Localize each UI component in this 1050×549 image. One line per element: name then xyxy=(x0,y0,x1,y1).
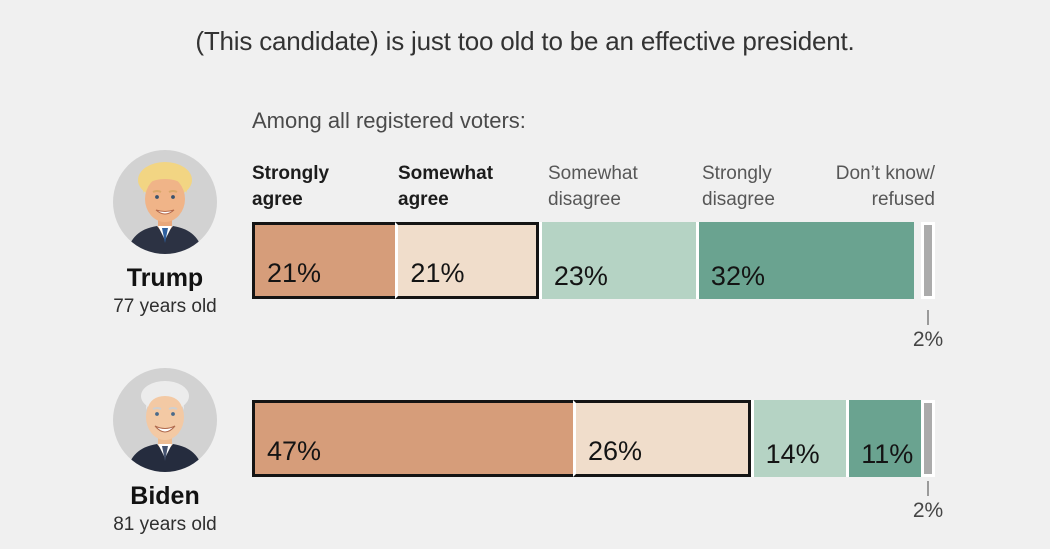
biden-segment-somewhat-disagree: 14% xyxy=(750,400,847,477)
header-dont-know-refused: Don’t know/ refused xyxy=(836,161,935,214)
segment-value-label: 21% xyxy=(410,258,465,288)
trump-avatar xyxy=(113,150,217,254)
biden-bar: 47% 26% 14% 11% xyxy=(252,400,935,477)
header-line: Strongly xyxy=(702,162,772,184)
header-line: Somewhat xyxy=(398,162,494,184)
trump-segment-somewhat-disagree: 23% xyxy=(538,222,696,299)
trump-segment-strongly-disagree: 32% xyxy=(695,222,915,299)
header-line: Don’t know/ xyxy=(835,162,935,184)
header-strongly-disagree: Strongly disagree xyxy=(702,161,775,214)
candidate-age: 77 years old xyxy=(113,296,217,317)
segment-value-label: 11% xyxy=(861,439,914,469)
header-strongly-agree: Strongly agree xyxy=(252,161,329,214)
segment-value-label: 14% xyxy=(765,439,820,469)
category-headers: Strongly agree Somewhat agree Somewhat d… xyxy=(252,156,935,218)
header-line: agree xyxy=(252,189,303,211)
tick-mark xyxy=(927,310,929,325)
header-line: Strongly xyxy=(252,162,330,184)
refused-value-label: 2% xyxy=(912,499,944,522)
biden-segment-dont-know-refused xyxy=(921,400,935,477)
tick-mark xyxy=(927,481,929,496)
refused-value-label: 2% xyxy=(912,328,944,351)
trump-segment-strongly-agree: 21% xyxy=(252,222,396,299)
trump-segment-somewhat-agree: 21% xyxy=(395,222,539,299)
trump-bar: 21% 21% 23% 32% xyxy=(252,222,935,299)
segment-value-label: 26% xyxy=(588,436,643,466)
segment-value-label: 47% xyxy=(267,436,322,466)
candidate-name: Trump xyxy=(126,264,204,292)
candidate-biden: Biden 81 years old xyxy=(95,368,235,536)
biden-segment-somewhat-agree: 26% xyxy=(573,400,751,477)
segment-value-label: 23% xyxy=(553,261,608,291)
segment-value-label: 32% xyxy=(710,261,765,291)
trump-portrait-icon xyxy=(127,162,203,254)
chart-subtitle: Among all registered voters: xyxy=(252,108,526,133)
trump-segment-dont-know-refused xyxy=(921,222,935,299)
biden-portrait-icon xyxy=(127,381,203,472)
biden-refused-note: 2% xyxy=(905,481,951,523)
header-line: refused xyxy=(871,189,935,211)
candidate-name: Biden xyxy=(130,482,200,510)
header-somewhat-agree: Somewhat agree xyxy=(398,161,493,214)
candidate-trump: Trump 77 years old xyxy=(95,150,235,318)
header-line: disagree xyxy=(548,189,621,211)
candidate-age: 81 years old xyxy=(113,514,217,535)
biden-avatar xyxy=(113,368,217,472)
header-line: disagree xyxy=(702,189,775,211)
header-line: agree xyxy=(398,189,449,211)
header-somewhat-disagree: Somewhat disagree xyxy=(548,161,638,214)
biden-segment-strongly-disagree: 11% xyxy=(846,400,922,477)
chart-title: (This candidate) is just too old to be a… xyxy=(195,26,855,56)
trump-refused-note: 2% xyxy=(905,310,951,352)
biden-segment-strongly-agree: 47% xyxy=(252,400,573,477)
header-line: Somewhat xyxy=(548,162,638,184)
segment-value-label: 21% xyxy=(267,258,322,288)
